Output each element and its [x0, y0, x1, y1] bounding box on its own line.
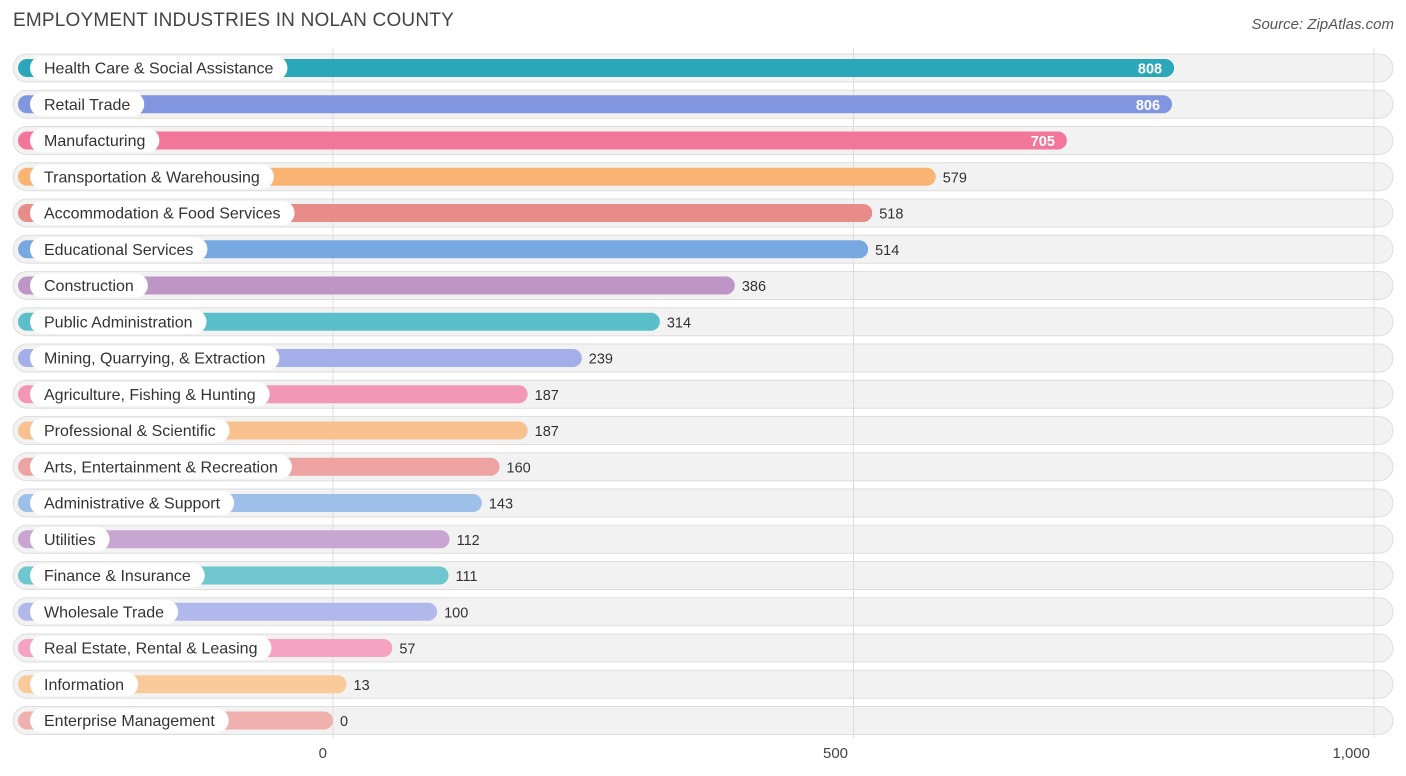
value-label: 806 [1136, 98, 1160, 114]
value-label: 112 [457, 533, 480, 549]
x-tick-label: 1,000 [1332, 745, 1370, 762]
category-label: Retail Trade [44, 97, 130, 114]
x-tick-label: 0 [319, 745, 327, 762]
value-label: 239 [589, 352, 613, 368]
category-label: Agriculture, Fishing & Hunting [44, 387, 256, 404]
chart-title: EMPLOYMENT INDUSTRIES IN NOLAN COUNTY [13, 10, 454, 31]
category-label-pill [30, 454, 292, 479]
value-label: 13 [354, 678, 370, 694]
category-label: Finance & Insurance [44, 568, 191, 585]
category-label-pill [30, 491, 235, 515]
category-label: Health Care & Social Assistance [44, 61, 274, 78]
category-label: Mining, Quarrying, & Extraction [44, 351, 265, 368]
category-label-pill [30, 708, 229, 733]
category-label: Professional & Scientific [44, 423, 216, 440]
category-label: Real Estate, Rental & Leasing [44, 641, 257, 658]
category-label: Administrative & Support [44, 496, 221, 513]
value-label: 579 [943, 170, 967, 186]
category-label: Arts, Entertainment & Recreation [44, 459, 278, 476]
category-label: Educational Services [44, 242, 193, 259]
value-label: 57 [399, 642, 415, 658]
bar [18, 240, 869, 259]
category-label: Accommodation & Food Services [44, 206, 281, 223]
category-label: Construction [44, 278, 134, 295]
row-background [12, 706, 1394, 735]
bar [18, 530, 450, 549]
category-label-pill [30, 92, 145, 117]
category-label: Transportation & Warehousing [44, 169, 260, 186]
category-label-pill [30, 382, 270, 407]
x-tick-label: 500 [823, 745, 848, 762]
category-label-pill [30, 309, 207, 334]
value-label: 705 [1031, 134, 1055, 150]
category-label: Utilities [44, 532, 96, 549]
bar [18, 95, 1173, 114]
category-label-pill [30, 636, 272, 660]
bar [18, 59, 1175, 77]
value-label: 187 [535, 388, 559, 404]
row-background [12, 669, 1394, 699]
category-label-pill [30, 346, 280, 370]
value-label: 0 [340, 714, 348, 730]
category-label: Information [44, 677, 124, 694]
value-label: 160 [507, 460, 531, 476]
category-label-pill [30, 563, 205, 588]
category-label: Wholesale Trade [44, 604, 164, 621]
category-label-pill [30, 273, 148, 298]
value-label: 518 [879, 207, 903, 223]
value-label: 143 [489, 497, 513, 513]
category-label-pill [30, 164, 274, 189]
category-label-pill [30, 128, 160, 153]
value-label: 111 [456, 569, 478, 585]
category-label: Public Administration [44, 314, 193, 331]
category-label-pill [30, 56, 288, 80]
source-label: Source: ZipAtlas.com [1251, 16, 1394, 33]
bar [18, 276, 735, 295]
category-label: Enterprise Management [44, 713, 215, 730]
value-label: 386 [742, 279, 766, 295]
value-label: 100 [444, 605, 468, 621]
value-label: 808 [1138, 62, 1162, 78]
category-label-pill [30, 599, 179, 624]
category-label-pill [30, 418, 230, 443]
value-label: 187 [535, 424, 559, 440]
value-label: 314 [667, 315, 691, 331]
category-label-pill [30, 201, 295, 225]
value-label: 514 [875, 243, 899, 259]
category-label-pill [30, 527, 110, 552]
category-label-pill [30, 237, 208, 262]
bar [18, 131, 1067, 150]
category-label-pill [30, 672, 139, 697]
category-label: Manufacturing [44, 133, 145, 150]
